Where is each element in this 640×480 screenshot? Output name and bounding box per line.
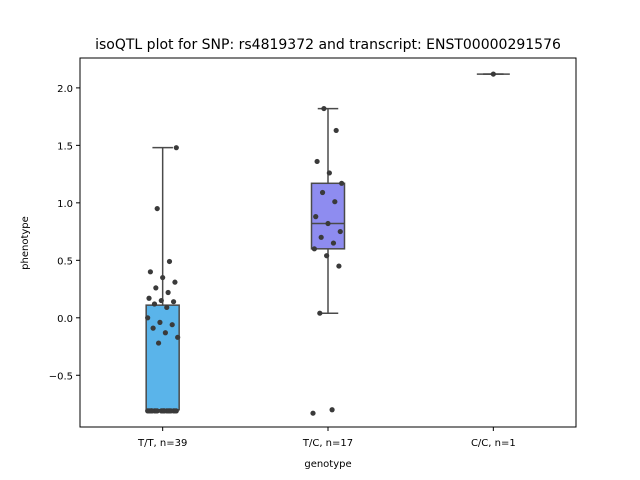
y-tick-label: 0.0 — [57, 314, 73, 325]
data-point — [169, 322, 175, 328]
data-point — [325, 220, 331, 227]
data-point — [160, 274, 166, 281]
y-tick-label: 1.0 — [57, 199, 73, 210]
y-tick-label: 1.5 — [57, 141, 73, 152]
data-point — [319, 189, 326, 196]
data-point — [173, 145, 179, 151]
data-point — [339, 180, 345, 186]
x-tick-label: C/C, n=1 — [471, 438, 516, 449]
data-point — [330, 240, 337, 246]
box — [145, 304, 180, 411]
data-point — [333, 127, 339, 134]
data-point — [329, 407, 335, 413]
data-point — [317, 310, 323, 316]
data-point — [326, 170, 332, 176]
data-point — [146, 295, 152, 301]
data-point — [310, 410, 316, 416]
data-point — [170, 299, 177, 305]
genotype-group — [476, 71, 510, 77]
data-point — [175, 334, 181, 340]
data-point — [321, 105, 327, 112]
data-point — [158, 297, 164, 304]
data-point — [154, 408, 160, 414]
data-point — [332, 199, 338, 205]
x-axis: T/T, n=39 T/C, n=17 C/C, n=1 — [137, 427, 516, 449]
data-point — [153, 285, 159, 291]
data-point — [157, 319, 163, 325]
data-point — [145, 315, 151, 321]
data-point — [161, 408, 167, 414]
data-point — [337, 228, 343, 235]
y-tick-label: 0.5 — [57, 256, 73, 267]
data-point — [168, 408, 174, 414]
y-tick-label: −0.5 — [49, 371, 73, 382]
data-point — [336, 263, 342, 269]
data-point — [314, 158, 320, 165]
data-point — [155, 340, 162, 346]
data-point — [165, 289, 171, 296]
x-tick-label: T/C, n=17 — [302, 438, 353, 449]
data-point — [164, 304, 170, 311]
data-point — [318, 234, 324, 240]
x-tick-label: T/T, n=39 — [137, 438, 187, 449]
data-point — [166, 258, 173, 265]
data-point — [162, 330, 168, 336]
data-point — [151, 301, 158, 307]
chart-title: isoQTL plot for SNP: rs4819372 and trans… — [95, 37, 561, 53]
data-point — [154, 205, 160, 212]
data-point — [147, 269, 153, 275]
genotype-group — [310, 105, 346, 416]
y-axis-label: phenotype — [20, 216, 31, 270]
plot-area — [145, 71, 510, 416]
data-point — [150, 325, 156, 331]
data-point — [490, 71, 496, 77]
data-point — [313, 214, 319, 220]
data-point — [172, 279, 178, 285]
data-point — [173, 408, 179, 414]
data-point — [149, 408, 155, 414]
data-point — [324, 253, 330, 259]
data-point — [311, 246, 317, 252]
y-axis: −0.5 0.0 0.5 1.0 1.5 2.0 — [49, 84, 80, 382]
x-axis-label: genotype — [304, 459, 351, 470]
genotype-group — [145, 145, 181, 414]
y-tick-label: 2.0 — [57, 84, 73, 95]
